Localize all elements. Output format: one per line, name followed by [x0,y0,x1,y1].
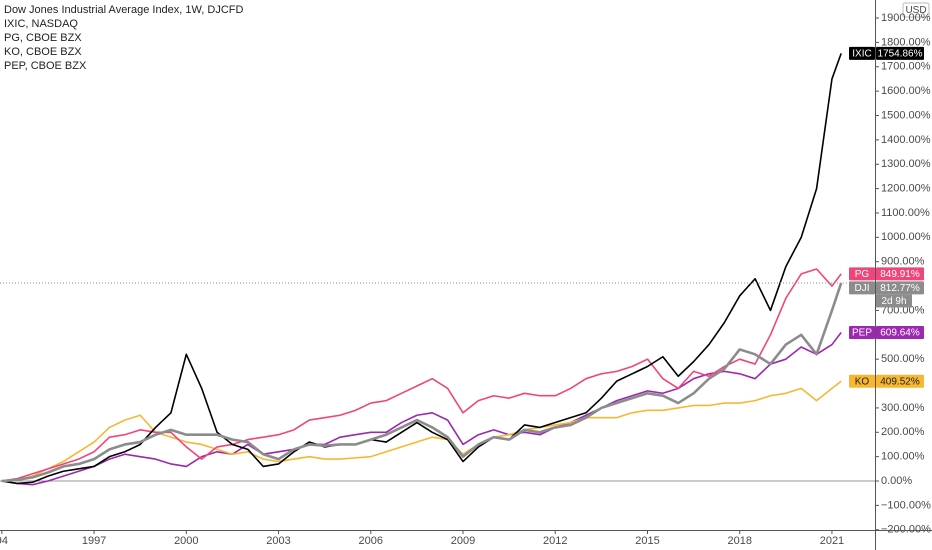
y-tick-label: 300.00% [881,402,925,414]
last-value-label: 812.77% [880,283,920,294]
series-line [1,282,843,483]
last-value-label: 409.52% [880,376,920,387]
currency-box[interactable] [902,2,930,18]
y-tick-label: 1800.00% [881,36,931,48]
countdown-box [876,294,912,308]
legend-entry: IXIC, NASDAQ [4,18,78,30]
y-tick-label: 1500.00% [881,109,931,121]
y-tick-label: 1400.00% [881,134,931,146]
y-tick-label: 1700.00% [881,61,931,73]
series-name-box [849,267,875,281]
y-tick-label: 900.00% [881,256,925,268]
series-name-box [849,281,875,295]
y-tick-label: 1300.00% [881,158,931,170]
x-tick-label: 2003 [266,535,290,547]
last-value-label: 1754.86% [877,49,922,60]
y-tick-label: 1000.00% [881,231,931,243]
x-tick-label: 2015 [635,535,659,547]
series-line [1,268,842,482]
series-name-box [849,374,875,388]
currency: USD [905,5,926,16]
last-value-box [876,281,924,295]
x-tick-label: 2006 [359,535,383,547]
x-tick-label: 94 [0,535,8,547]
x-tick-label: 2012 [543,535,567,547]
series-line [1,380,842,482]
y-tick-label: 1600.00% [881,85,931,97]
legend-entry: PEP, CBOE BZX [4,60,87,72]
y-tick-label: 1100.00% [881,207,930,219]
series-name: IXIC [852,49,871,60]
last-value-box [876,374,924,388]
y-tick-label: 1200.00% [881,183,931,195]
last-value-box [876,325,924,339]
legend-entry: PG, CBOE BZX [4,32,82,44]
countdown: 2d 9h [881,296,906,307]
series-name-box [849,46,875,60]
series-name: KO [855,376,870,387]
x-tick-label: 2018 [727,535,751,547]
x-tick-label: 2021 [820,535,844,547]
y-tick-label: 1900.00% [881,12,931,24]
last-value-label: 849.91% [880,269,920,280]
series-name: DJI [855,283,870,294]
x-tick-label: 2009 [451,535,475,547]
series-name: PEP [852,328,872,339]
series-name: PG [855,269,870,280]
series-name-box [849,325,875,339]
last-value-label: 609.64% [880,328,920,339]
last-value-box [876,267,924,281]
y-tick-label: 100.00% [881,451,925,463]
y-tick-label: 200.00% [881,426,925,438]
plot-area [0,53,875,486]
last-value-box [876,46,924,60]
y-tick-label: −200.00% [881,524,931,536]
y-tick-label: −100.00% [881,499,931,511]
chart-title: Dow Jones Industrial Average Index, 1W, … [4,4,244,16]
y-tick-label: 500.00% [881,353,925,365]
x-tick-label: 2000 [174,535,198,547]
y-tick-label: 0.00% [881,475,912,487]
legend-entry: KO, CBOE BZX [4,46,82,58]
x-tick-label: 1997 [82,535,106,547]
